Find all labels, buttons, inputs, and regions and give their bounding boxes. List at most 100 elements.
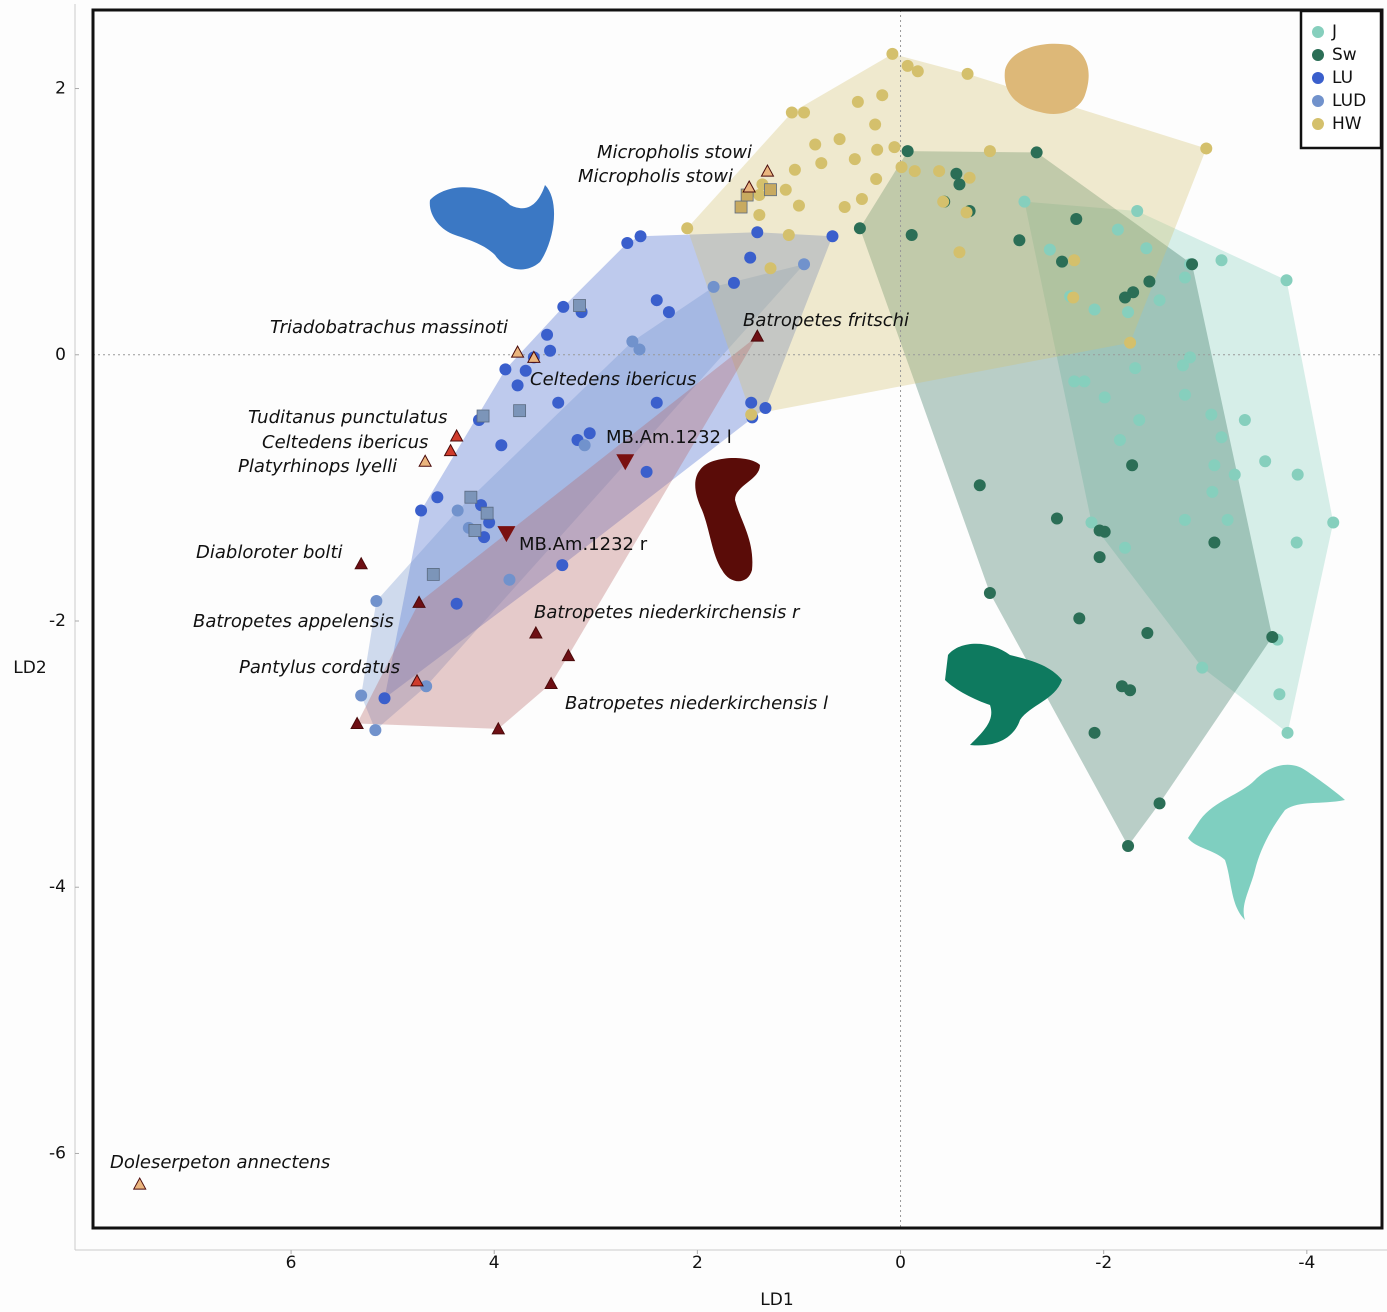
point xyxy=(1186,258,1198,270)
point xyxy=(1099,391,1111,403)
point xyxy=(1216,431,1228,443)
annotation: MB.Am.1232 r xyxy=(519,534,648,555)
legend-marker xyxy=(1312,72,1324,84)
point xyxy=(1259,455,1271,467)
point xyxy=(735,201,747,213)
point xyxy=(465,491,477,503)
point xyxy=(786,106,798,118)
point xyxy=(495,439,507,451)
y-tick-label: -4 xyxy=(49,877,66,897)
point xyxy=(1129,362,1141,374)
point xyxy=(1206,486,1218,498)
point xyxy=(870,173,882,185)
point xyxy=(708,281,720,293)
point xyxy=(1282,727,1294,739)
point xyxy=(834,133,846,145)
point xyxy=(1216,254,1228,266)
point xyxy=(953,178,965,190)
point xyxy=(481,507,493,519)
point xyxy=(798,106,810,118)
point xyxy=(1031,146,1043,158)
point xyxy=(1112,224,1124,236)
point xyxy=(871,144,883,156)
annotation: Diabloroter bolti xyxy=(196,542,343,563)
point xyxy=(912,65,924,77)
point xyxy=(1222,514,1234,526)
x-tick-label: 0 xyxy=(895,1253,906,1273)
point xyxy=(826,230,838,242)
point xyxy=(1119,542,1131,554)
point xyxy=(753,189,765,201)
point xyxy=(512,379,524,391)
annotation: Triadobatrachus massinoti xyxy=(270,317,508,338)
point xyxy=(809,138,821,150)
point xyxy=(1177,359,1189,371)
x-tick-label: -2 xyxy=(1095,1253,1112,1273)
point xyxy=(633,343,645,355)
point xyxy=(1044,244,1056,256)
page: 6420-2-420-2-4-6Micropholis stowiMicroph… xyxy=(0,0,1387,1312)
point xyxy=(634,230,646,242)
point xyxy=(789,164,801,176)
point xyxy=(1124,684,1136,696)
point xyxy=(1140,242,1152,254)
legend-marker xyxy=(1312,26,1324,38)
point xyxy=(651,294,663,306)
point xyxy=(876,89,888,101)
legend-label: Sw xyxy=(1332,45,1357,65)
point xyxy=(1239,414,1251,426)
annotation: Tuditanus punctulatus xyxy=(248,407,448,428)
point xyxy=(1179,514,1191,526)
point xyxy=(1273,688,1285,700)
annotation: Celtedens ibericus xyxy=(530,369,696,390)
point xyxy=(933,165,945,177)
point xyxy=(1200,142,1212,154)
point xyxy=(1099,526,1111,538)
point xyxy=(369,724,381,736)
point xyxy=(984,145,996,157)
point xyxy=(503,574,515,586)
point xyxy=(1094,551,1106,563)
point xyxy=(431,491,443,503)
annotation: Celtedens ibericus xyxy=(262,432,428,453)
point xyxy=(1119,292,1131,304)
point xyxy=(1292,469,1304,481)
point xyxy=(1196,662,1208,674)
point xyxy=(1114,434,1126,446)
chart: 6420-2-420-2-4-6Micropholis stowiMicroph… xyxy=(0,0,1387,1312)
point xyxy=(839,201,851,213)
point xyxy=(541,329,553,341)
point xyxy=(1266,631,1278,643)
y-axis-label: LD2 xyxy=(13,658,46,678)
annotation: Platyrhinops lyelli xyxy=(238,456,397,477)
point xyxy=(1122,840,1134,852)
point xyxy=(869,118,881,130)
point xyxy=(663,306,675,318)
point xyxy=(1013,234,1025,246)
point xyxy=(753,209,765,221)
point xyxy=(728,277,740,289)
legend-marker xyxy=(1312,49,1324,61)
point xyxy=(765,262,777,274)
point xyxy=(1089,304,1101,316)
point xyxy=(1133,414,1145,426)
point xyxy=(793,200,805,212)
point xyxy=(1018,196,1030,208)
point xyxy=(427,568,439,580)
point xyxy=(451,598,463,610)
point xyxy=(681,222,693,234)
point xyxy=(974,479,986,491)
point xyxy=(854,222,866,234)
point xyxy=(888,141,900,153)
point xyxy=(744,252,756,264)
y-tick-label: 2 xyxy=(55,79,66,99)
point xyxy=(1208,536,1220,548)
point xyxy=(961,206,973,218)
point xyxy=(896,161,908,173)
x-axis-label: LD1 xyxy=(760,1290,793,1310)
y-tick-label: -6 xyxy=(49,1143,66,1163)
x-tick-label: 4 xyxy=(489,1253,500,1273)
point xyxy=(1073,612,1085,624)
point xyxy=(1056,256,1068,268)
point xyxy=(909,165,921,177)
